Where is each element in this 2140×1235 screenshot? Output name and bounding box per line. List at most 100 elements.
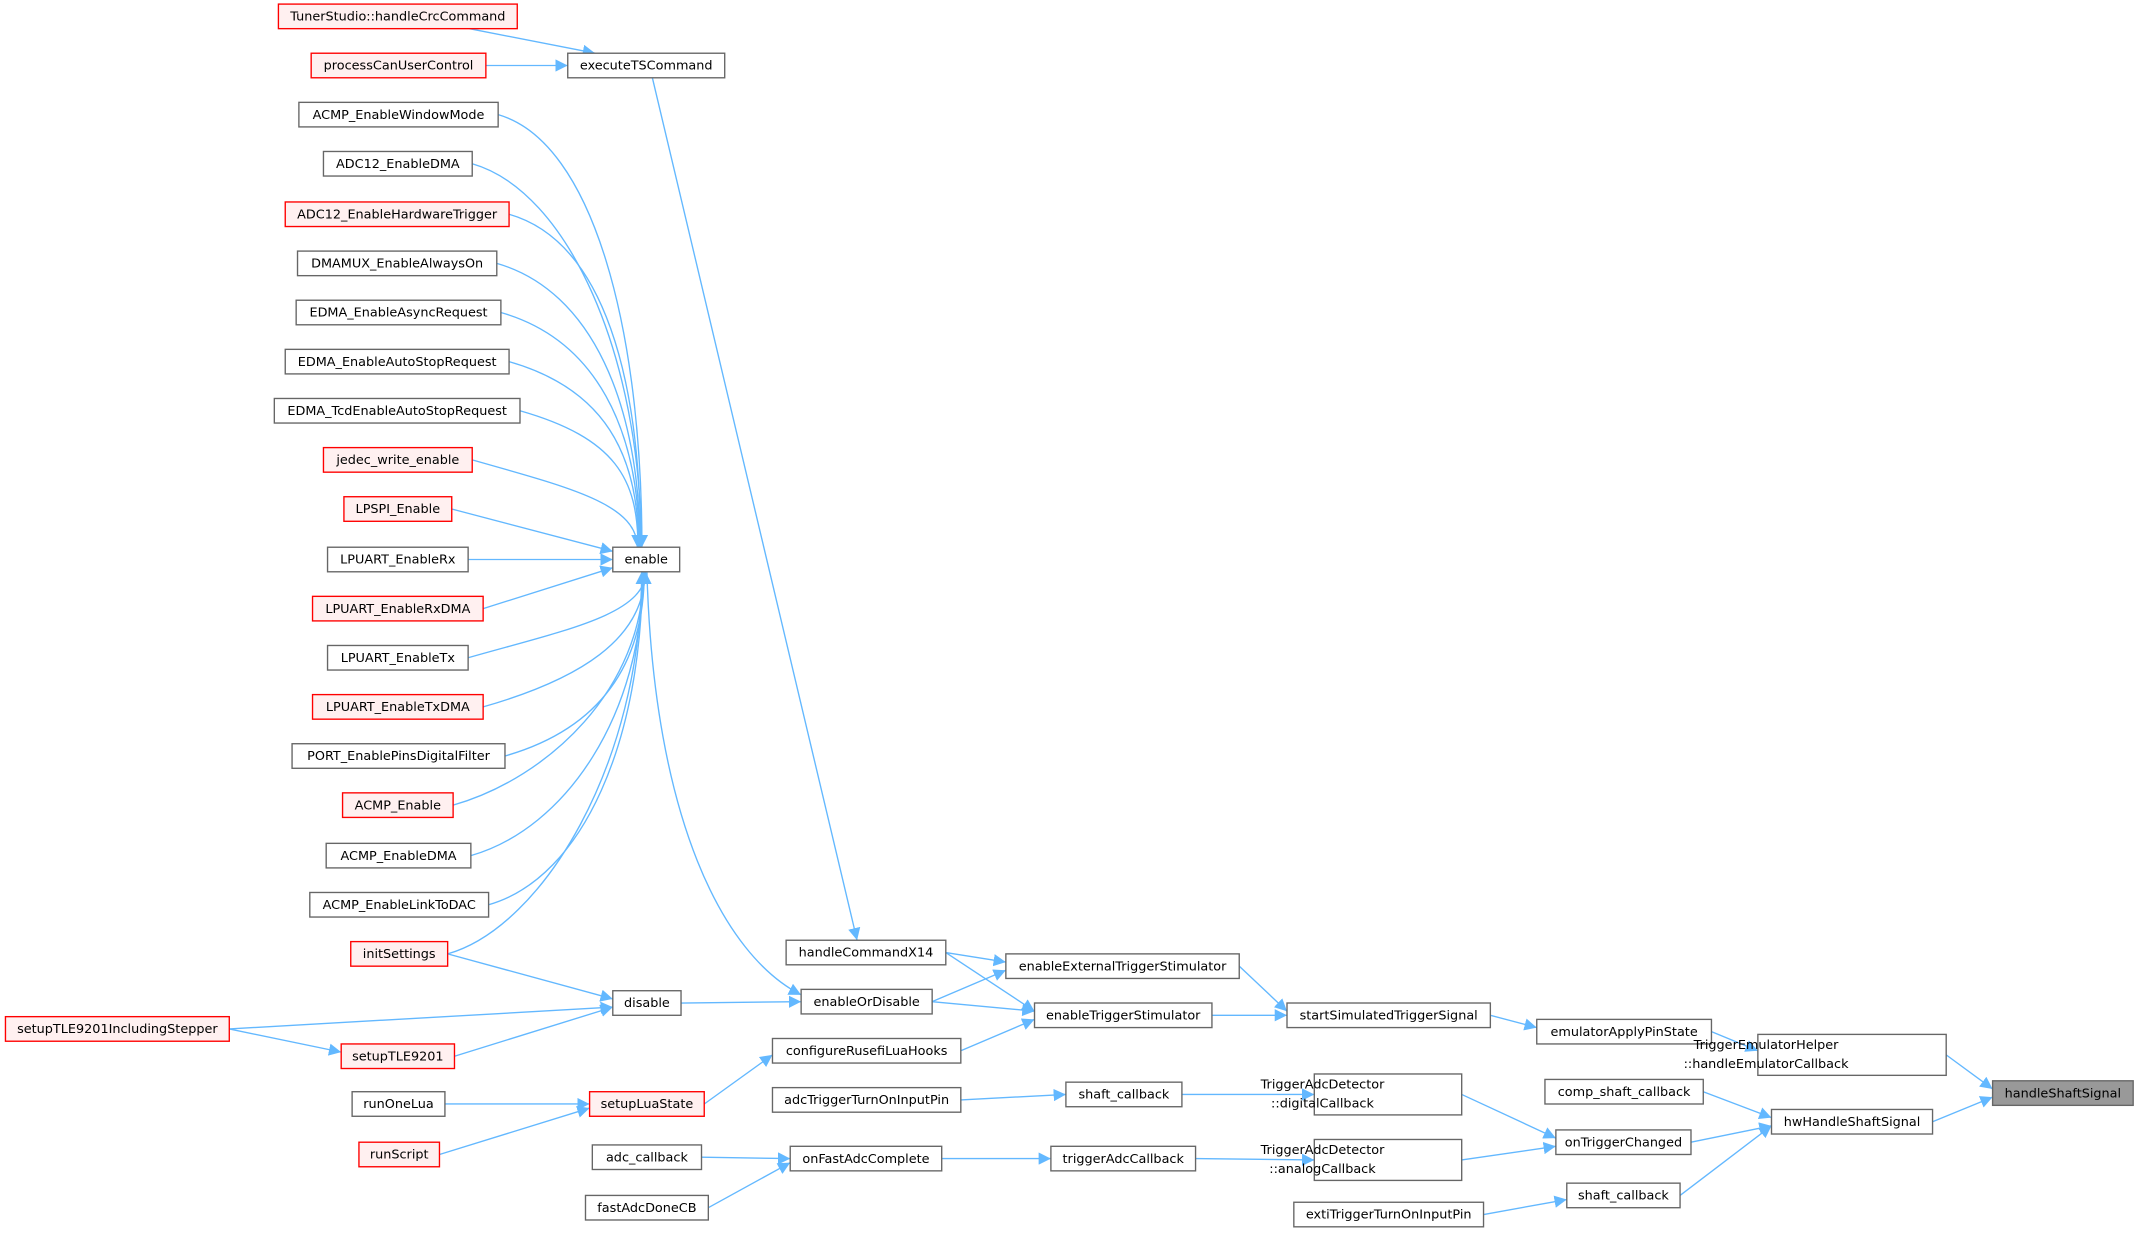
node-acmp-enable-link-to-dac[interactable]: ACMP_EnableLinkToDAC — [309, 891, 490, 918]
node-lpuart-enable-rx[interactable]: LPUART_EnableRx — [326, 546, 469, 573]
node-run-one-lua[interactable]: runOneLua — [351, 1091, 446, 1117]
node-box — [771, 1037, 962, 1064]
node-setup-tle9201[interactable]: setupTLE9201 — [340, 1043, 456, 1070]
node-label: fastAdcDoneCB — [597, 1201, 696, 1216]
node-execute-tscommand[interactable]: executeTSCommand — [567, 52, 726, 79]
node-enable[interactable]: enable — [612, 546, 681, 573]
node-box — [1566, 1182, 1681, 1209]
edge-edma-auto-to-enable — [508, 360, 645, 548]
node-label: ::digitalCallback — [1271, 1096, 1374, 1111]
edge-shaft-cb2-to-hw-shaft — [1679, 1125, 1772, 1196]
node-trigger-adc-callback[interactable]: triggerAdcCallback — [1050, 1145, 1197, 1172]
node-box — [591, 1144, 703, 1171]
edge-init-settings-to-disable — [447, 953, 613, 1002]
node-box — [295, 299, 502, 326]
node-handle-shaft-signal[interactable]: handleShaftSignal — [1991, 1080, 2134, 1107]
edge-lua-hooks-to-trig-stim — [960, 1018, 1035, 1052]
edge-en-or-dis-to-ext-stim — [931, 969, 1007, 1003]
node-shaft-callback[interactable]: shaft_callback — [1065, 1081, 1183, 1108]
node-acmp-enable-dma[interactable]: ACMP_EnableDMA — [325, 842, 472, 869]
node-label: onFastAdcComplete — [802, 1152, 929, 1167]
node-box — [351, 1091, 446, 1117]
node-configure-rusefi-lua-hooks[interactable]: configureRusefiLuaHooks — [771, 1037, 962, 1064]
node-adc12-enable-dma[interactable]: ADC12_EnableDMA — [322, 150, 473, 177]
node-setup-lua-state[interactable]: setupLuaState — [588, 1091, 705, 1117]
edge-dig-cb-to-on-trig — [1461, 1093, 1557, 1139]
node-lpuart-enable-rx-dma[interactable]: LPUART_EnableRxDMA — [311, 595, 484, 622]
node-box — [309, 891, 490, 918]
node-lpspi-enable[interactable]: LPSPI_Enable — [343, 496, 453, 522]
node-on-trigger-changed[interactable]: onTriggerChanged — [1555, 1129, 1692, 1156]
node-box — [612, 546, 681, 573]
edge-acmp-win-to-enable — [497, 113, 649, 548]
node-box — [771, 1086, 962, 1113]
node-shaft-callback[interactable]: shaft_callback — [1566, 1182, 1681, 1209]
edge-adc-trig-pin-to-shaft-cb1 — [960, 1088, 1066, 1102]
node-box — [1770, 1108, 1934, 1135]
node-dmamux-enable-always-on[interactable]: DMAMUX_EnableAlwaysOn — [296, 250, 498, 277]
node-edma-enable-async-request[interactable]: EDMA_EnableAsyncRequest — [295, 299, 502, 326]
node-box — [311, 693, 484, 720]
node-exti-trigger-turn-on-input-pin[interactable]: extiTriggerTurnOnInputPin — [1293, 1201, 1485, 1228]
node-jedec-write-enable[interactable]: jedec_write_enable — [322, 446, 473, 473]
node-init-settings[interactable]: initSettings — [350, 940, 449, 967]
node-label: PORT_EnablePinsDigitalFilter — [307, 749, 490, 764]
node-handle-command-x14[interactable]: handleCommandX14 — [785, 939, 947, 966]
node-setup-tle9201-including-stepper[interactable]: setupTLE9201IncludingStepper — [4, 1015, 230, 1042]
node-edma-tcd-enable-auto-stop-request[interactable]: EDMA_TcdEnableAutoStopRequest — [273, 397, 521, 424]
node-label: LPUART_EnableTx — [341, 651, 456, 666]
node-adc-callback[interactable]: adc_callback — [591, 1144, 703, 1171]
node-box — [325, 842, 472, 869]
edge-acmp-dma-to-enable — [470, 571, 650, 857]
node-box — [1313, 1073, 1463, 1116]
node-emulator-apply-pin-state[interactable]: emulatorApplyPinState — [1536, 1018, 1713, 1045]
node-label: setupLuaState — [601, 1097, 694, 1112]
node-box — [1033, 1002, 1213, 1029]
node-edma-enable-auto-stop-request[interactable]: EDMA_EnableAutoStopRequest — [284, 348, 510, 375]
node-label: enableTriggerStimulator — [1046, 1008, 1201, 1023]
node-start-simulated-trigger-signal[interactable]: startSimulatedTriggerSignal — [1286, 1002, 1492, 1029]
node-trigger-emulator-helper-handle-emulator-callback[interactable]: TriggerEmulatorHelper::handleEmulatorCal… — [1684, 1033, 1947, 1077]
node-box — [310, 52, 487, 79]
node-trigger-adc-detector-digital-callback[interactable]: TriggerAdcDetector::digitalCallback — [1260, 1073, 1463, 1116]
node-box — [612, 990, 682, 1016]
node-fast-adc-done-cb[interactable]: fastAdcDoneCB — [584, 1194, 710, 1221]
node-hw-handle-shaft-signal[interactable]: hwHandleShaftSignal — [1770, 1108, 1934, 1135]
node-on-fast-adc-complete[interactable]: onFastAdcComplete — [789, 1145, 943, 1172]
node-acmp-enable[interactable]: ACMP_Enable — [341, 792, 454, 819]
edge-fast-adc-done-to-fast-adc — [708, 1162, 791, 1209]
node-enable-or-disable[interactable]: enableOrDisable — [800, 988, 933, 1015]
node-box — [341, 792, 454, 819]
node-run-script[interactable]: runScript — [358, 1141, 441, 1168]
node-box — [789, 1145, 943, 1172]
node-label: ACMP_EnableWindowMode — [313, 108, 485, 123]
edge-enable-to-en-or-dis — [646, 571, 802, 996]
node-label: LPSPI_Enable — [356, 502, 441, 517]
node-disable[interactable]: disable — [612, 990, 682, 1016]
node-label: shaft_callback — [1578, 1189, 1669, 1204]
node-label: adcTriggerTurnOnInputPin — [784, 1093, 949, 1108]
edge-on-trig-to-hw-shaft — [1690, 1122, 1772, 1143]
edge-x14-to-ext-stim — [945, 951, 1006, 967]
node-port-enable-pins-digital-filter[interactable]: PORT_EnablePinsDigitalFilter — [291, 743, 506, 769]
node-process-can-user-control[interactable]: processCanUserControl — [310, 52, 487, 79]
edge-tle-to-disable — [454, 1004, 613, 1057]
node-tuner-studio-handle-crc-command[interactable]: TunerStudio::handleCrcCommand — [277, 3, 518, 30]
edge-edma-tcd-to-enable — [519, 410, 645, 548]
node-box — [284, 348, 510, 375]
node-enable-external-trigger-stimulator[interactable]: enableExternalTriggerStimulator — [1005, 953, 1240, 980]
node-adc12-enable-hardware-trigger[interactable]: ADC12_EnableHardwareTrigger — [284, 201, 510, 228]
node-box — [1313, 1138, 1463, 1182]
node-label: EDMA_TcdEnableAutoStopRequest — [287, 404, 507, 419]
node-lpuart-enable-tx-dma[interactable]: LPUART_EnableTxDMA — [311, 693, 484, 720]
node-trigger-adc-detector-analog-callback[interactable]: TriggerAdcDetector::analogCallback — [1260, 1138, 1463, 1182]
node-lpuart-enable-tx[interactable]: LPUART_EnableTx — [326, 644, 469, 671]
node-comp-shaft-callback[interactable]: comp_shaft_callback — [1544, 1078, 1704, 1105]
edge-exti-pin-to-shaft-cb2 — [1483, 1195, 1567, 1216]
node-adc-trigger-turn-on-input-pin[interactable]: adcTriggerTurnOnInputPin — [771, 1086, 962, 1113]
node-acmp-enable-window-mode[interactable]: ACMP_EnableWindowMode — [298, 101, 499, 128]
node-enable-trigger-stimulator[interactable]: enableTriggerStimulator — [1033, 1002, 1213, 1029]
node-label: processCanUserControl — [324, 59, 474, 74]
node-label: ACMP_EnableLinkToDAC — [323, 898, 476, 913]
node-label: initSettings — [363, 947, 436, 962]
